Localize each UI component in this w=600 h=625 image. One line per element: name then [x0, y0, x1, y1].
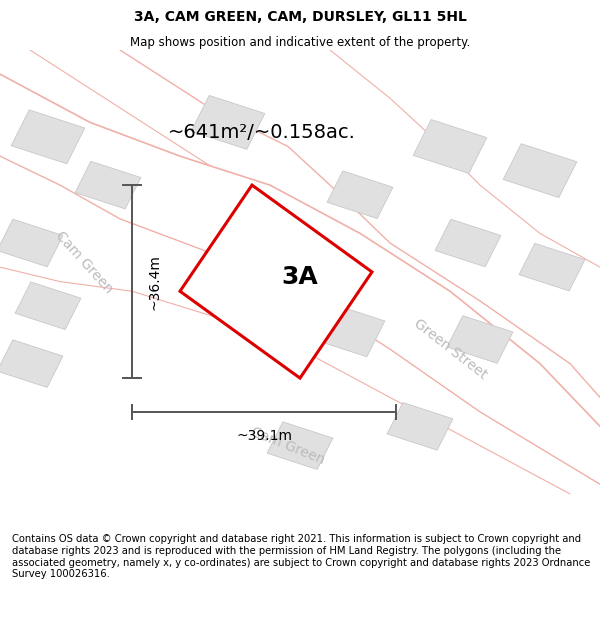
Polygon shape [413, 119, 487, 173]
Text: ~641m²/~0.158ac.: ~641m²/~0.158ac. [168, 122, 356, 141]
Polygon shape [311, 303, 385, 357]
Polygon shape [180, 185, 372, 378]
Polygon shape [15, 282, 81, 329]
Text: 3A, CAM GREEN, CAM, DURSLEY, GL11 5HL: 3A, CAM GREEN, CAM, DURSLEY, GL11 5HL [134, 10, 466, 24]
Polygon shape [503, 144, 577, 198]
Polygon shape [435, 219, 501, 267]
Polygon shape [519, 243, 585, 291]
Polygon shape [327, 171, 393, 219]
Polygon shape [0, 340, 63, 388]
Text: Cam Green: Cam Green [249, 424, 327, 467]
Text: Contains OS data © Crown copyright and database right 2021. This information is : Contains OS data © Crown copyright and d… [12, 534, 590, 579]
Polygon shape [447, 316, 513, 363]
Text: Green Street: Green Street [411, 316, 489, 382]
Text: 3A: 3A [281, 265, 319, 289]
Polygon shape [0, 219, 63, 267]
Polygon shape [191, 96, 265, 149]
Polygon shape [11, 110, 85, 164]
Polygon shape [387, 402, 453, 450]
Text: ~39.1m: ~39.1m [236, 429, 292, 442]
Text: Map shows position and indicative extent of the property.: Map shows position and indicative extent… [130, 36, 470, 49]
Text: Cam Green: Cam Green [53, 229, 115, 296]
Polygon shape [75, 161, 141, 209]
Text: ~36.4m: ~36.4m [147, 254, 161, 309]
Polygon shape [203, 264, 277, 318]
Polygon shape [267, 422, 333, 469]
